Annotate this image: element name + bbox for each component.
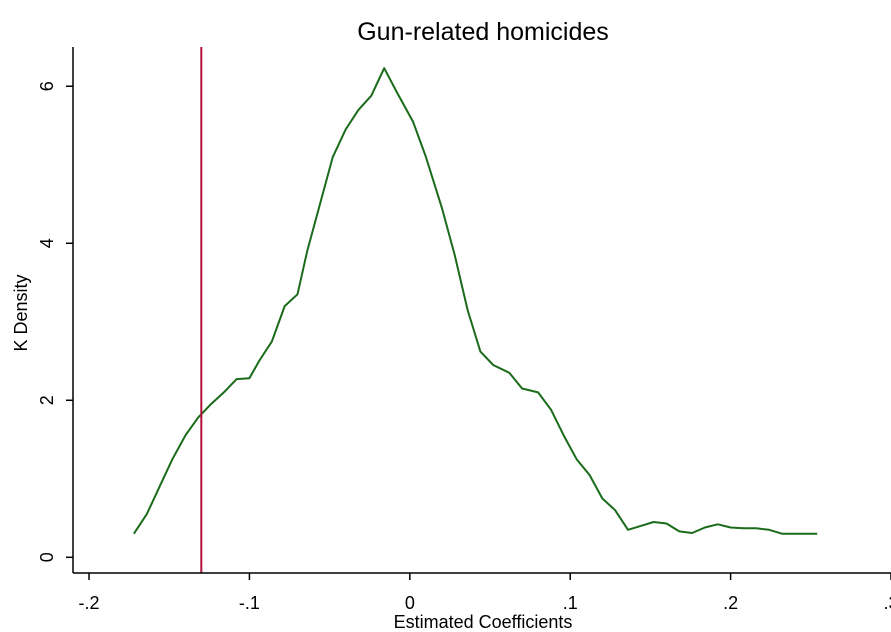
x-axis-label: Estimated Coefficients (394, 612, 573, 632)
plot-area (133, 47, 818, 573)
y-axis-ticks: 0 2 4 6 (37, 81, 73, 562)
y-tick-label: 4 (37, 238, 57, 248)
chart-title: Gun-related homicides (357, 18, 609, 46)
y-tick-label: 0 (37, 552, 57, 562)
x-tick-label: .1 (563, 593, 578, 613)
x-tick-label: -.2 (79, 593, 100, 613)
density-curve (133, 67, 818, 535)
y-axis-label: K Density (11, 274, 31, 351)
x-axis-ticks: -.2 -.1 0 .1 .2 .3 (79, 573, 891, 613)
x-tick-label: .2 (723, 593, 738, 613)
x-tick-label: .3 (883, 593, 891, 613)
y-tick-label: 6 (37, 81, 57, 91)
y-tick-label: 2 (37, 395, 57, 405)
x-tick-label: -.1 (239, 593, 260, 613)
x-tick-label: 0 (405, 593, 415, 613)
